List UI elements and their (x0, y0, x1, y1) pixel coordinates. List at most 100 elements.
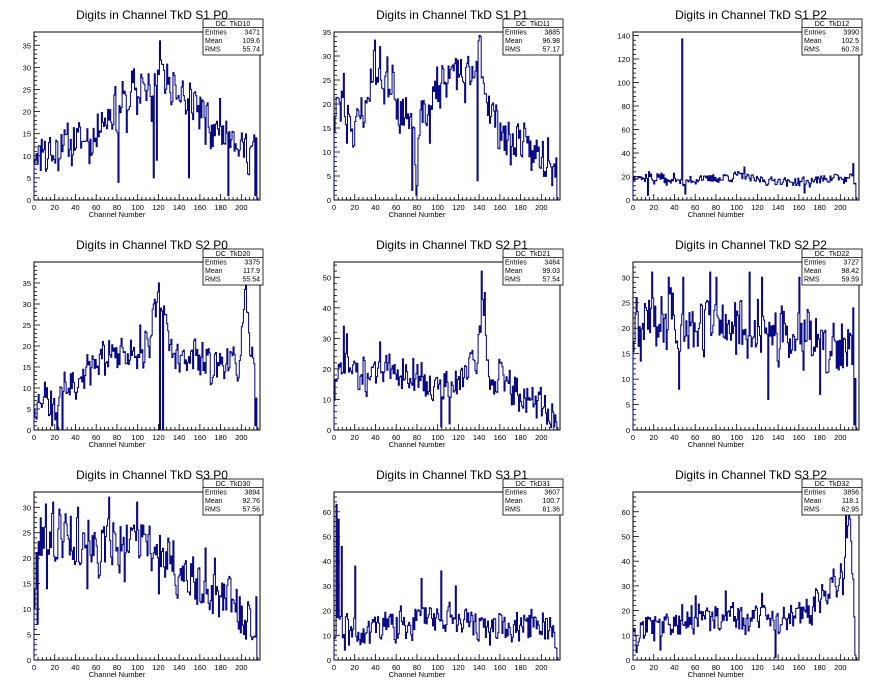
x-tick-label: 140 (173, 663, 186, 672)
y-tick-label: 30 (323, 582, 331, 591)
x-tick-label: 80 (712, 203, 720, 212)
y-tick-label: 0 (27, 196, 31, 205)
y-tick-label: 20 (622, 607, 630, 616)
stats-box (502, 248, 564, 286)
stats-label-entries: Entries (205, 490, 227, 497)
stats-name: DC_TkD31 (516, 481, 551, 488)
y-tick-label: 0 (327, 426, 331, 435)
x-tick-label: 40 (71, 433, 79, 442)
stats-label-rms: RMS (205, 277, 221, 284)
histogram-line (632, 511, 857, 660)
stats-value-mean: 102.5 (841, 38, 859, 45)
x-tick-label: 200 (535, 433, 548, 442)
y-tick-label: 50 (323, 532, 331, 541)
x-tick-label: 20 (650, 203, 658, 212)
plot-frame (333, 31, 561, 201)
x-tick-label: 80 (113, 663, 121, 672)
y-tick-label: 20 (23, 554, 31, 563)
x-tick-label: 80 (113, 203, 121, 212)
stats-label-entries: Entries (205, 260, 227, 267)
stats-value-entries: 3885 (544, 30, 560, 37)
stats-label-rms: RMS (505, 47, 521, 54)
stats-label-rms: RMS (205, 47, 221, 54)
y-tick-label: 15 (622, 350, 630, 359)
x-axis-label: Channel Number (89, 670, 146, 679)
y-tick-label: 5 (626, 401, 630, 410)
x-tick-label: 80 (413, 433, 421, 442)
stats-box (502, 18, 564, 56)
x-tick-label: 0 (32, 433, 36, 442)
x-tick-label: 100 (730, 433, 743, 442)
stats-value-entries: 3464 (544, 260, 560, 267)
x-tick-label: 20 (51, 433, 59, 442)
stats-box (801, 18, 863, 56)
histogram-line (333, 503, 558, 660)
x-tick-label: 100 (431, 203, 444, 212)
x-tick-label: 0 (631, 433, 635, 442)
x-tick-label: 180 (214, 203, 227, 212)
y-tick-label: 5 (27, 405, 31, 414)
y-tick-label: 10 (23, 605, 31, 614)
x-tick-label: 120 (152, 433, 165, 442)
y-tick-label: 10 (622, 375, 630, 384)
y-tick-label: 15 (23, 130, 31, 139)
stats-box (502, 478, 564, 516)
stats-value-mean: 109.6 (242, 38, 260, 45)
stats-label-mean: Mean (205, 268, 223, 275)
x-tick-label: 20 (351, 433, 359, 442)
y-tick-label: 5 (327, 172, 331, 181)
x-tick-label: 0 (332, 203, 336, 212)
stats-name: DC_TkD10 (216, 21, 251, 28)
x-tick-label: 100 (131, 203, 144, 212)
y-tick-label: 25 (622, 299, 630, 308)
stats-value-mean: 118.1 (842, 498, 859, 505)
stats-label-mean: Mean (505, 498, 523, 505)
x-tick-label: 140 (772, 203, 785, 212)
y-tick-label: 10 (323, 395, 331, 404)
y-tick-label: 50 (622, 532, 630, 541)
x-tick-label: 40 (71, 203, 79, 212)
stats-label-mean: Mean (505, 38, 523, 45)
y-tick-label: 15 (323, 124, 331, 133)
x-tick-label: 160 (194, 433, 207, 442)
stats-value-mean: 117.9 (243, 268, 260, 275)
x-tick-label: 120 (452, 433, 465, 442)
stats-label-rms: RMS (505, 277, 521, 284)
stats-label-rms: RMS (804, 507, 820, 514)
x-tick-label: 120 (152, 663, 165, 672)
x-tick-label: 60 (92, 663, 100, 672)
x-tick-label: 160 (793, 203, 806, 212)
y-tick-label: 100 (617, 79, 630, 88)
stats-label-mean: Mean (205, 498, 223, 505)
histogram-panel-2: Digits in Channel TkD S1 P10 20 40 60 80 100 1… (323, 8, 564, 219)
stats-label-mean: Mean (205, 38, 223, 45)
plot-frame (33, 261, 261, 431)
x-tick-label: 200 (834, 663, 847, 672)
y-tick-label: 0 (327, 656, 331, 665)
x-tick-label: 60 (691, 203, 699, 212)
x-tick-label: 180 (813, 663, 826, 672)
stats-label-entries: Entries (804, 490, 826, 497)
y-tick-label: 0 (626, 656, 630, 665)
x-tick-label: 180 (813, 433, 826, 442)
stats-label-entries: Entries (505, 490, 527, 497)
y-tick-label: 35 (23, 279, 31, 288)
y-tick-label: 120 (617, 55, 630, 64)
histogram-panel-5: Digits in Channel TkD S2 P10 20 40 60 80 100 1… (323, 238, 564, 449)
stats-label-mean: Mean (804, 498, 822, 505)
x-tick-label: 140 (772, 433, 785, 442)
x-tick-label: 160 (194, 203, 207, 212)
x-tick-label: 140 (772, 663, 785, 672)
x-tick-label: 20 (351, 203, 359, 212)
y-tick-label: 0 (626, 196, 630, 205)
x-tick-label: 180 (813, 203, 826, 212)
stats-value-entries: 3375 (244, 260, 260, 267)
x-axis-label: Channel Number (389, 210, 446, 219)
stats-value-mean: 92.76 (242, 498, 260, 505)
x-tick-label: 0 (32, 663, 36, 672)
stats-value-rms: 55.74 (242, 47, 260, 54)
x-axis-label: Channel Number (389, 440, 446, 449)
histogram-panel-6: Digits in Channel TkD S2 P20 20 40 60 80 100 1… (622, 238, 863, 449)
stats-name: DC_TkD32 (815, 481, 850, 488)
x-tick-label: 40 (371, 203, 379, 212)
